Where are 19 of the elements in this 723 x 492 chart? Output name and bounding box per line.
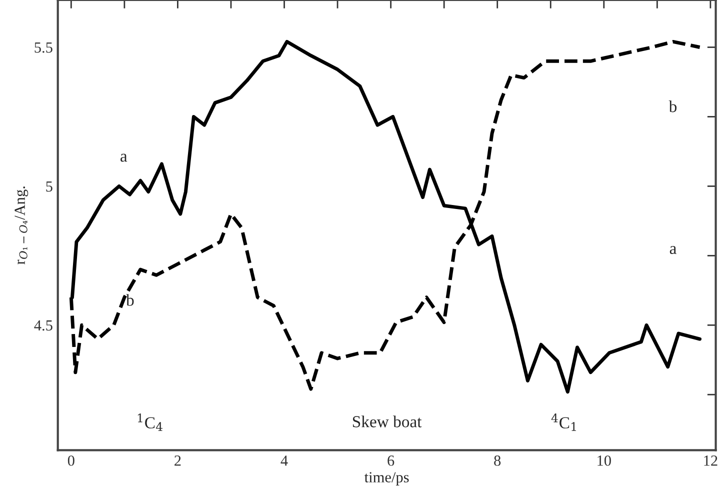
x-axis-title: time/ps (364, 472, 409, 486)
annotation: a (120, 154, 128, 162)
x-tick-label: 0 (68, 455, 74, 466)
annotation: Skew boat (352, 416, 422, 428)
y-tick-label: 4.5 (34, 320, 52, 331)
annotation: b (668, 100, 677, 112)
x-tick-label: 2 (174, 456, 181, 466)
x-tick-label: 4 (280, 456, 288, 466)
y-tick-label: 5.5 (34, 42, 52, 53)
y-tick-label: 5 (46, 181, 52, 192)
y-axis-title: r$_{O₁−O₄}$/Ang. (14, 186, 28, 264)
x-tick-label: 6 (388, 456, 394, 466)
x-tick-label: 8 (494, 455, 501, 466)
x-tick-label: 12 (704, 456, 718, 466)
annotation: $^{1}$C$_{4}$ (138, 414, 162, 431)
annotation: $^{4}$C$_{1}$ (551, 414, 576, 431)
annotation: a (670, 246, 676, 254)
x-tick-label: 10 (598, 455, 611, 466)
annotation: b (126, 294, 134, 306)
